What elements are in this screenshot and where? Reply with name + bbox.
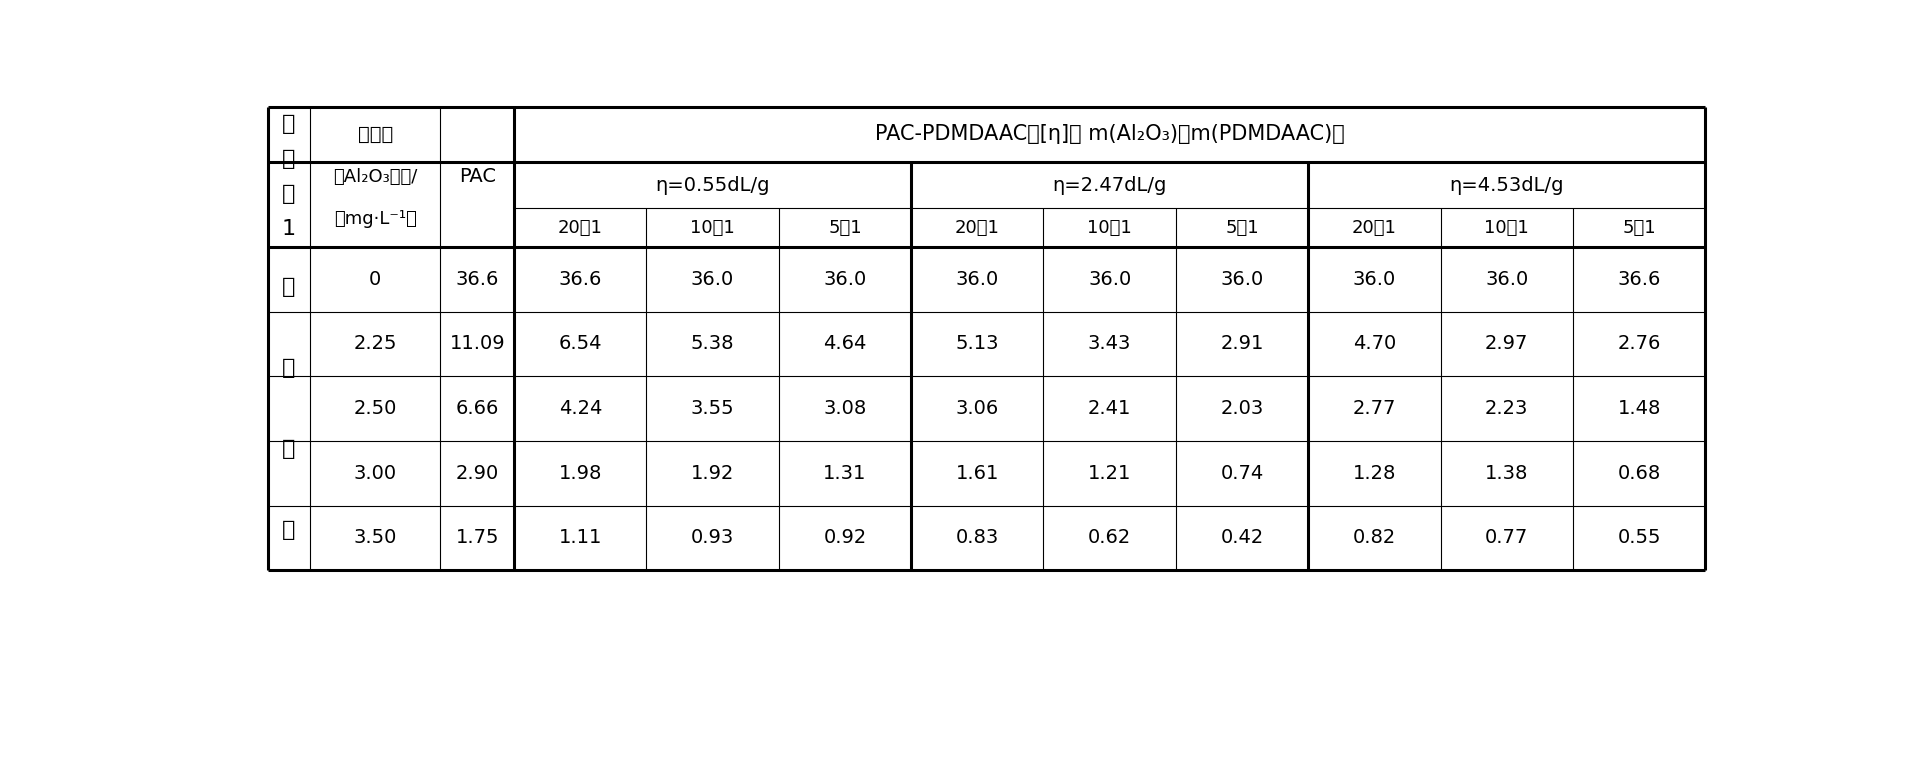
Text: 10：1: 10：1 (1086, 218, 1131, 237)
Text: 氯: 氯 (283, 439, 296, 459)
Text: （mg·L⁻¹）: （mg·L⁻¹） (335, 210, 417, 228)
Text: 1.92: 1.92 (690, 464, 735, 483)
Text: 2.41: 2.41 (1086, 399, 1131, 418)
Text: （Al₂O₃计）/: （Al₂O₃计）/ (333, 168, 417, 186)
Text: 4.70: 4.70 (1352, 334, 1396, 354)
Text: 6.66: 6.66 (456, 399, 498, 418)
Text: 施: 施 (283, 149, 296, 170)
Text: 3.50: 3.50 (354, 529, 396, 547)
Text: 36.6: 36.6 (1617, 269, 1660, 289)
Text: 0.83: 0.83 (956, 529, 998, 547)
Text: 36.0: 36.0 (1485, 269, 1527, 289)
Text: 2.23: 2.23 (1485, 399, 1527, 418)
Text: 3.55: 3.55 (690, 399, 735, 418)
Text: 1.31: 1.31 (823, 464, 865, 483)
Text: PAC: PAC (458, 167, 496, 187)
Text: 36.0: 36.0 (690, 269, 735, 289)
Text: 10：1: 10：1 (1483, 218, 1529, 237)
Text: 加: 加 (283, 358, 296, 378)
Text: 3.08: 3.08 (823, 399, 865, 418)
Text: 例: 例 (283, 184, 296, 204)
Text: 2.50: 2.50 (354, 399, 396, 418)
Text: 10：1: 10：1 (690, 218, 735, 237)
Text: 36.0: 36.0 (823, 269, 865, 289)
Text: 36.6: 36.6 (456, 269, 498, 289)
Text: 11.09: 11.09 (450, 334, 506, 354)
Text: 5.38: 5.38 (690, 334, 735, 354)
Text: 2.03: 2.03 (1219, 399, 1263, 418)
Text: 5：1: 5：1 (1621, 218, 1656, 237)
Text: η=0.55dL/g: η=0.55dL/g (656, 176, 769, 195)
Text: 1.28: 1.28 (1352, 464, 1396, 483)
Text: 1.11: 1.11 (558, 529, 602, 547)
Text: 1.98: 1.98 (558, 464, 602, 483)
Text: η=4.53dL/g: η=4.53dL/g (1448, 176, 1563, 195)
Text: 5：1: 5：1 (1225, 218, 1258, 237)
Text: 36.0: 36.0 (1088, 269, 1131, 289)
Text: 0.77: 0.77 (1485, 529, 1527, 547)
Text: 2.25: 2.25 (354, 334, 396, 354)
Text: 2.90: 2.90 (456, 464, 498, 483)
Text: 0.55: 0.55 (1617, 529, 1660, 547)
Text: 2.97: 2.97 (1485, 334, 1527, 354)
Text: 20：1: 20：1 (558, 218, 602, 237)
Text: 3.06: 3.06 (956, 399, 998, 418)
Text: 0.42: 0.42 (1219, 529, 1263, 547)
Text: 20：1: 20：1 (1352, 218, 1396, 237)
Text: 0: 0 (369, 269, 381, 289)
Text: 预: 预 (283, 277, 296, 297)
Text: 3.00: 3.00 (354, 464, 396, 483)
Text: 0.68: 0.68 (1617, 464, 1660, 483)
Text: PAC-PDMDAAC（[η]， m(Al₂O₃)：m(PDMDAAC)）: PAC-PDMDAAC（[η]， m(Al₂O₃)：m(PDMDAAC)） (875, 125, 1344, 145)
Text: 36.0: 36.0 (1219, 269, 1263, 289)
Text: 2.91: 2.91 (1219, 334, 1263, 354)
Text: 6.54: 6.54 (558, 334, 602, 354)
Text: 2.77: 2.77 (1352, 399, 1396, 418)
Text: 投加量: 投加量 (358, 125, 392, 144)
Text: 1: 1 (283, 219, 296, 239)
Text: 0.74: 0.74 (1219, 464, 1263, 483)
Text: 4.64: 4.64 (823, 334, 865, 354)
Text: 0.93: 0.93 (690, 529, 735, 547)
Text: 3.43: 3.43 (1086, 334, 1131, 354)
Text: 5：1: 5：1 (827, 218, 862, 237)
Text: 4.24: 4.24 (558, 399, 602, 418)
Text: 1.48: 1.48 (1617, 399, 1660, 418)
Text: 36.0: 36.0 (956, 269, 998, 289)
Text: 1.38: 1.38 (1485, 464, 1527, 483)
Text: 5.13: 5.13 (956, 334, 998, 354)
Text: 36.6: 36.6 (558, 269, 602, 289)
Text: 36.0: 36.0 (1352, 269, 1396, 289)
Text: 2.76: 2.76 (1617, 334, 1660, 354)
Text: 实: 实 (283, 115, 296, 134)
Text: η=2.47dL/g: η=2.47dL/g (1052, 176, 1165, 195)
Text: 20：1: 20：1 (954, 218, 1000, 237)
Text: 水: 水 (283, 520, 296, 539)
Text: 0.92: 0.92 (823, 529, 865, 547)
Text: 1.75: 1.75 (456, 529, 498, 547)
Text: 0.82: 0.82 (1352, 529, 1396, 547)
Text: 0.62: 0.62 (1088, 529, 1131, 547)
Text: 1.61: 1.61 (956, 464, 998, 483)
Text: 1.21: 1.21 (1086, 464, 1131, 483)
